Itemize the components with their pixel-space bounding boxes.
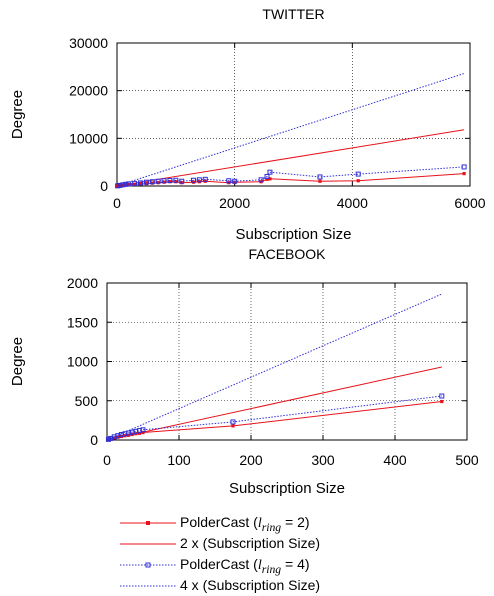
x-axis-label: Subscription Size bbox=[229, 480, 345, 497]
legend-swatch-blue-markers bbox=[120, 562, 176, 568]
series-line-1 bbox=[106, 366, 442, 441]
series-line-0 bbox=[108, 401, 442, 441]
series-line-2 bbox=[117, 166, 465, 187]
data-point-0 bbox=[268, 177, 272, 181]
y-tick-label: 20000 bbox=[69, 83, 108, 99]
legend-label: 2 x (Subscription Size) bbox=[180, 535, 321, 551]
data-point-0 bbox=[462, 172, 466, 176]
x-tick-label: 0 bbox=[103, 452, 111, 468]
data-point-2 bbox=[202, 176, 208, 182]
y-tick-label: 2000 bbox=[67, 275, 98, 291]
series-line-0 bbox=[117, 173, 465, 187]
data-point-2 bbox=[149, 179, 155, 185]
data-point-0 bbox=[356, 179, 360, 183]
data-point-2 bbox=[439, 393, 445, 399]
y-tick-label: 500 bbox=[75, 393, 99, 409]
y-axis-label: Degree bbox=[9, 337, 26, 386]
data-point-0 bbox=[440, 399, 444, 404]
data-point-2 bbox=[264, 173, 270, 179]
facebook-chart: FACEBOOK 0 100 200 300 400 500 0 500 1000 1500 2000… bbox=[9, 246, 479, 497]
series-line-3 bbox=[116, 73, 465, 187]
data-point-0 bbox=[150, 181, 154, 185]
data-point-2 bbox=[155, 178, 161, 184]
legend-swatch-blue-dotted bbox=[120, 585, 176, 587]
data-point-2 bbox=[140, 427, 146, 433]
y-tick-label: 0 bbox=[100, 178, 108, 194]
y-tick-label: 0 bbox=[90, 432, 98, 448]
legend-label: 4 x (Subscription Size) bbox=[180, 577, 321, 593]
data-point-2 bbox=[267, 169, 273, 175]
data-point-2 bbox=[355, 171, 361, 177]
data-point-0 bbox=[318, 179, 322, 183]
y-tick-label: 1000 bbox=[67, 354, 98, 370]
data-point-0 bbox=[138, 182, 143, 186]
x-tick-label: 6000 bbox=[454, 195, 485, 211]
data-point-2 bbox=[167, 178, 173, 184]
x-tick-label: 400 bbox=[383, 452, 407, 468]
data-point-2 bbox=[461, 164, 467, 170]
legend-item-poldercast-lring2: PolderCast (lring = 2) bbox=[118, 512, 478, 534]
data-point-0 bbox=[174, 180, 178, 184]
chart-title: TWITTER bbox=[262, 6, 324, 22]
legend-item-poldercast-lring4: PolderCast (lring = 4) bbox=[118, 554, 478, 576]
chart-title: FACEBOOK bbox=[248, 246, 326, 262]
y-tick-label: 10000 bbox=[69, 130, 108, 146]
data-point-2 bbox=[173, 177, 179, 183]
data-point-2 bbox=[138, 180, 144, 186]
y-tick-label: 1500 bbox=[67, 314, 98, 330]
series-line-2 bbox=[108, 395, 442, 440]
twitter-chart: TWITTER 0 2000 4000 6000 0 10000 20000 30000 Subs… bbox=[9, 6, 486, 243]
x-tick-label: 300 bbox=[311, 452, 335, 468]
legend: PolderCast (lring = 2) 2 x (Subscription… bbox=[118, 512, 478, 596]
data-point-2 bbox=[196, 177, 202, 183]
data-point-0 bbox=[168, 180, 172, 184]
data-point-0 bbox=[265, 177, 269, 181]
data-point-2 bbox=[190, 177, 196, 183]
x-axis-label: Subscription Size bbox=[236, 226, 352, 243]
data-point-2 bbox=[258, 177, 264, 183]
data-point-0 bbox=[162, 180, 166, 184]
data-point-2 bbox=[226, 178, 232, 184]
x-tick-label: 0 bbox=[113, 195, 121, 211]
data-point-2 bbox=[143, 179, 149, 185]
plot-frame bbox=[116, 42, 471, 187]
legend-swatch-red-line bbox=[120, 543, 176, 545]
x-tick-label: 100 bbox=[167, 452, 191, 468]
data-point-0 bbox=[144, 182, 149, 186]
x-tick-label: 4000 bbox=[337, 195, 368, 211]
series-line-3 bbox=[106, 293, 442, 441]
data-point-0 bbox=[233, 180, 237, 184]
data-point-2 bbox=[132, 180, 138, 186]
data-point-0 bbox=[156, 181, 160, 185]
data-point-2 bbox=[317, 174, 323, 180]
data-point-0 bbox=[231, 424, 235, 428]
legend-swatch-red-markers bbox=[120, 521, 176, 525]
legend-item-2x-subscription: 2 x (Subscription Size) bbox=[118, 533, 478, 554]
legend-label: PolderCast (lring = 4) bbox=[180, 556, 310, 576]
legend-label: PolderCast (lring = 2) bbox=[180, 514, 310, 534]
data-point-2 bbox=[123, 181, 129, 187]
data-point-2 bbox=[161, 178, 167, 184]
legend-item-4x-subscription: 4 x (Subscription Size) bbox=[118, 575, 478, 596]
y-tick-label: 30000 bbox=[69, 35, 108, 51]
x-tick-label: 200 bbox=[239, 452, 263, 468]
data-point-0 bbox=[133, 182, 137, 186]
data-point-2 bbox=[230, 419, 236, 425]
x-tick-label: 500 bbox=[455, 452, 479, 468]
data-point-0 bbox=[180, 181, 184, 185]
data-point-2 bbox=[179, 178, 185, 184]
x-tick-label: 2000 bbox=[219, 195, 250, 211]
series-line-1 bbox=[116, 129, 465, 187]
y-axis-label: Degree bbox=[9, 90, 26, 139]
data-point-2 bbox=[232, 178, 238, 184]
